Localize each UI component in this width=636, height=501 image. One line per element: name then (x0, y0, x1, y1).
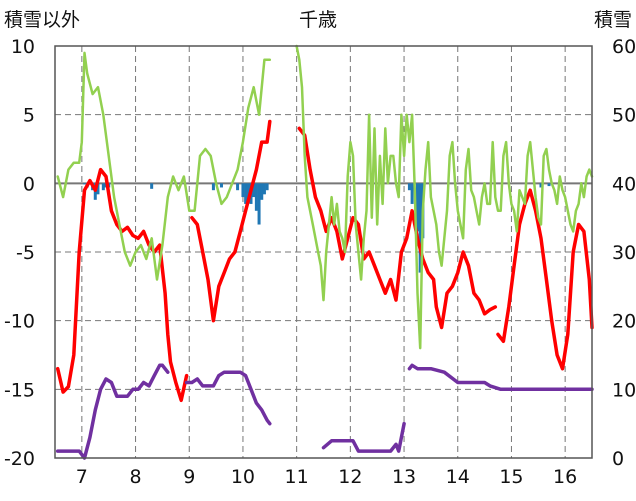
x-tick-label: 8 (130, 466, 142, 488)
bar-mark (262, 183, 266, 195)
y-right-tick-label: 20 (612, 311, 636, 333)
series-line-red (55, 167, 189, 403)
y-left-tick-label: -5 (16, 242, 35, 264)
bar-mark (260, 183, 264, 200)
bar-mark (241, 183, 245, 198)
bar-mark (150, 183, 154, 189)
bar-mark (265, 183, 269, 191)
x-tick-label: 16 (553, 466, 577, 488)
x-tick-label: 12 (338, 466, 362, 488)
y-right-tick-label: 0 (612, 448, 624, 470)
y-right-tick-label: 10 (612, 379, 636, 401)
series-line-red (297, 126, 498, 330)
y-left-tick-label: -10 (4, 311, 35, 333)
bar-mark (418, 183, 422, 273)
y-right-tick-label: 30 (612, 242, 636, 264)
bar-mark (236, 183, 240, 191)
x-tick-label: 13 (392, 466, 416, 488)
series-line-red (190, 119, 272, 323)
x-tick-label: 15 (499, 466, 523, 488)
series-line-red (496, 188, 594, 371)
x-tick-label: 7 (76, 466, 88, 488)
y-left-tick-label: -20 (4, 448, 35, 470)
series-line-purple (184, 370, 272, 426)
y-left-tick-label: -15 (4, 379, 35, 401)
bar-mark (83, 183, 87, 185)
bar-mark (219, 183, 223, 188)
bar-mark (410, 183, 414, 204)
series-line-green (56, 51, 272, 281)
y-left-tick-label: 5 (23, 105, 35, 127)
bar-mark (246, 183, 250, 200)
chart-title: 千歳 (299, 9, 337, 31)
bar-mark (547, 183, 551, 187)
right-axis-label: 積雪 (594, 9, 632, 31)
y-right-tick-label: 40 (612, 173, 636, 195)
bar-mark (96, 183, 100, 195)
lines-layer (55, 44, 594, 460)
x-tick-label: 11 (285, 466, 309, 488)
bar-mark (407, 183, 411, 191)
y-left-tick-label: 0 (23, 173, 35, 195)
x-tick-label: 10 (231, 466, 255, 488)
series-line-green (295, 44, 594, 350)
bar-mark (254, 183, 258, 211)
y-left-tick-label: 10 (11, 36, 35, 58)
bar-mark (244, 183, 248, 204)
x-tick-label: 14 (446, 466, 470, 488)
bar-mark (257, 183, 261, 225)
series-line-purple (407, 363, 594, 392)
series-line-purple (55, 363, 170, 460)
bar-mark (415, 183, 419, 232)
x-tick-label: 9 (183, 466, 195, 488)
bar-mark (211, 183, 215, 191)
left-axis-label: 積雪以外 (4, 9, 80, 31)
series-line-purple (321, 421, 406, 453)
bar-mark (539, 183, 543, 188)
plot-frame (54, 45, 593, 459)
y-right-tick-label: 60 (612, 36, 636, 58)
bar-mark (101, 183, 105, 191)
y-right-tick-label: 50 (612, 105, 636, 127)
bar-mark (252, 183, 256, 198)
